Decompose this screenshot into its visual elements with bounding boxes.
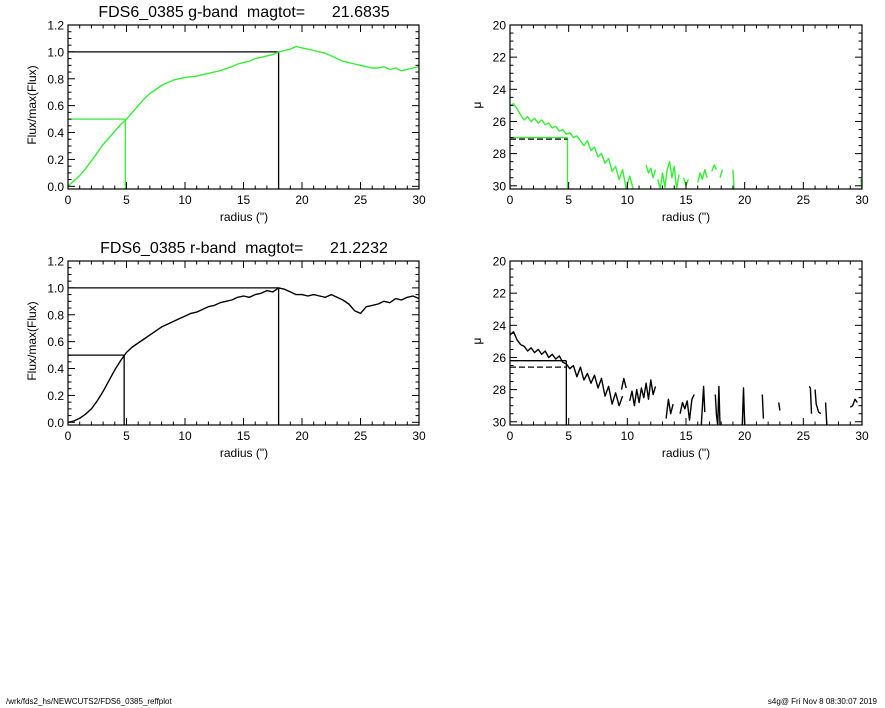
r-band-growth-x-label: radius (") [220, 446, 268, 460]
g-band-growth-y-tick-label-2: 0.4 [47, 126, 64, 140]
r-band-profile-series-8-line [761, 394, 765, 419]
g-band-growth-curve-panel: FDS6_0385 g-band magtot= 21.6835 Flux/ma… [25, 4, 426, 224]
footer-file-path: /wrk/fds2_hs/NEWCUTS2/FDS6_0385_reffplot [6, 697, 172, 706]
r-band-growth-y-tick-label-0: 0.0 [47, 416, 64, 430]
g-band-profile-x-tick-label-15: 15 [679, 193, 693, 207]
g-band-profile-series-0-line [510, 103, 634, 189]
r-band-profile-x-tick-label-20: 20 [738, 429, 752, 443]
g-band-profile-series-4-line [697, 168, 708, 183]
g-band-profile-plot-frame [509, 24, 863, 190]
g-band-profile-x-tick-label-10: 10 [621, 193, 635, 207]
r-band-growth-y-tick-label-1: 0.2 [47, 389, 64, 403]
r-band-profile-y-tick-label-2: 24 [493, 319, 507, 333]
g-band-profile-x-label: radius (") [662, 210, 710, 224]
r-band-profile-series-6-line [714, 385, 721, 425]
r-band-profile-series-1-line [620, 377, 627, 390]
g-band-growth-x-tick-label-25: 25 [354, 193, 368, 207]
g-band-profile-y-tick-label-0: 20 [493, 19, 507, 33]
g-band-growth-x-tick-label-15: 15 [237, 193, 251, 207]
g-band-title: FDS6_0385 g-band magtot= 21.6835 [98, 4, 389, 21]
r-band-growth-x-tick-label-0: 0 [65, 429, 72, 443]
r-band-profile-series-4-line [679, 394, 695, 421]
g-band-profile-x-tick-label-20: 20 [738, 193, 752, 207]
r-band-growth-y-tick-label-5: 1.0 [47, 281, 64, 295]
g-band-profile-x-tick-label-0: 0 [507, 193, 514, 207]
r-band-profile-series-7-line [741, 387, 746, 425]
r-band-profile-series-3-line [665, 398, 674, 419]
g-band-profile-series-1-line [645, 164, 657, 179]
r-band-growth-x-tick-label-10: 10 [178, 429, 192, 443]
r-band-growth-x-tick-label-5: 5 [123, 429, 130, 443]
g-band-growth-series-0-line [68, 45, 419, 187]
r-band-profile-series-9-line [778, 402, 781, 411]
g-band-growth-y-tick-label-5: 1.0 [47, 45, 64, 59]
r-band-profile-x-label: radius (") [662, 446, 710, 460]
r-band-growth-series-0-line [68, 287, 419, 423]
r-band-growth-x-tick-label-25: 25 [354, 429, 368, 443]
r-band-growth-x-tick-label-20: 20 [295, 429, 309, 443]
g-band-growth-x-label: radius (") [220, 210, 268, 224]
g-band-growth-y-tick-label-0: 0.0 [47, 180, 64, 194]
g-band-profile-x-tick-label-25: 25 [797, 193, 811, 207]
r-band-profile-y-tick-label-1: 22 [493, 287, 507, 301]
g-band-profile-y-tick-label-2: 24 [493, 83, 507, 97]
r-band-profile-series-10-line [808, 385, 813, 414]
r-band-profile-y-tick-label-4: 28 [493, 383, 507, 397]
r-band-profile-series-0-line [510, 331, 624, 407]
g-band-profile-y-tick-label-4: 28 [493, 147, 507, 161]
r-band-profile-y-tick-label-5: 30 [493, 415, 507, 429]
g-band-profile-series-7-line [732, 169, 735, 189]
r-band-profile-plot-frame [509, 260, 863, 426]
r-band-profile-series-12-line [824, 402, 828, 425]
g-band-growth-y-tick-label-6: 1.2 [47, 19, 64, 33]
g-band-profile-series-2-line [657, 160, 680, 189]
r-band-profile-panel: μ radius (") 0 5 10 15 20 25 30 20 22 24 26 28 30 [470, 255, 869, 461]
footer-timestamp: s4g@ Fri Nov 8 08:30:07 2019 [767, 697, 877, 706]
g-band-growth-x-tick-label-0: 0 [65, 193, 72, 207]
r-band-profile-x-tick-label-25: 25 [797, 429, 811, 443]
g-band-profile-series-5-line [711, 164, 718, 172]
r-band-growth-curve-panel: FDS6_0385 r-band magtot= 21.2232 Flux/ma… [25, 240, 426, 460]
r-band-growth-x-tick-label-15: 15 [237, 429, 251, 443]
r-band-profile-x-tick-label-5: 5 [565, 429, 572, 443]
r-band-profile-y-tick-label-0: 20 [493, 255, 507, 269]
r-band-growth-y-tick-label-6: 1.2 [47, 255, 64, 269]
r-band-growth-plot-frame [67, 260, 420, 426]
r-band-profile-series-13-line [849, 398, 858, 408]
g-band-growth-y-tick-label-3: 0.6 [47, 99, 64, 113]
r-band-profile-series-2-line [629, 379, 657, 407]
g-band-growth-x-tick-label-30: 30 [412, 193, 426, 207]
g-band-profile-x-tick-label-5: 5 [565, 193, 572, 207]
r-band-growth-y-tick-label-3: 0.6 [47, 335, 64, 349]
g-band-growth-x-tick-label-10: 10 [178, 193, 192, 207]
g-band-profile-y-tick-label-5: 30 [493, 179, 507, 193]
r-band-growth-x-tick-label-30: 30 [412, 429, 426, 443]
r-band-profile-y-label: μ [470, 337, 484, 344]
g-band-growth-plot-frame [67, 24, 420, 190]
g-band-profile-y-tick-label-1: 22 [493, 51, 507, 65]
g-band-growth-y-tick-label-4: 0.8 [47, 72, 64, 86]
g-band-profile-y-label: μ [470, 101, 484, 108]
g-band-profile-y-tick-label-3: 26 [493, 115, 507, 129]
r-band-profile-y-tick-label-3: 26 [493, 351, 507, 365]
r-band-profile-x-tick-label-15: 15 [679, 429, 693, 443]
g-band-growth-y-label: Flux/max(Flux) [25, 65, 39, 144]
g-band-profile-series-6-line [719, 169, 724, 178]
r-band-growth-y-tick-label-2: 0.4 [47, 362, 64, 376]
r-band-profile-x-tick-label-30: 30 [855, 429, 869, 443]
r-band-profile-x-tick-label-0: 0 [507, 429, 514, 443]
g-band-growth-x-tick-label-20: 20 [295, 193, 309, 207]
r-band-growth-y-tick-label-4: 0.8 [47, 308, 64, 322]
g-band-growth-x-tick-label-5: 5 [123, 193, 130, 207]
r-band-profile-series-11-line [814, 389, 822, 415]
g-band-profile-x-tick-label-30: 30 [855, 193, 869, 207]
r-band-title: FDS6_0385 r-band magtot= 21.2232 [100, 240, 388, 257]
r-band-profile-series-5-line [700, 385, 706, 425]
g-band-profile-panel: μ radius (") 0 5 10 15 20 25 30 20 22 24 26 28 30 [470, 19, 869, 225]
g-band-growth-y-tick-label-1: 0.2 [47, 153, 64, 167]
r-band-profile-x-tick-label-10: 10 [621, 429, 635, 443]
r-band-growth-y-label: Flux/max(Flux) [25, 301, 39, 380]
